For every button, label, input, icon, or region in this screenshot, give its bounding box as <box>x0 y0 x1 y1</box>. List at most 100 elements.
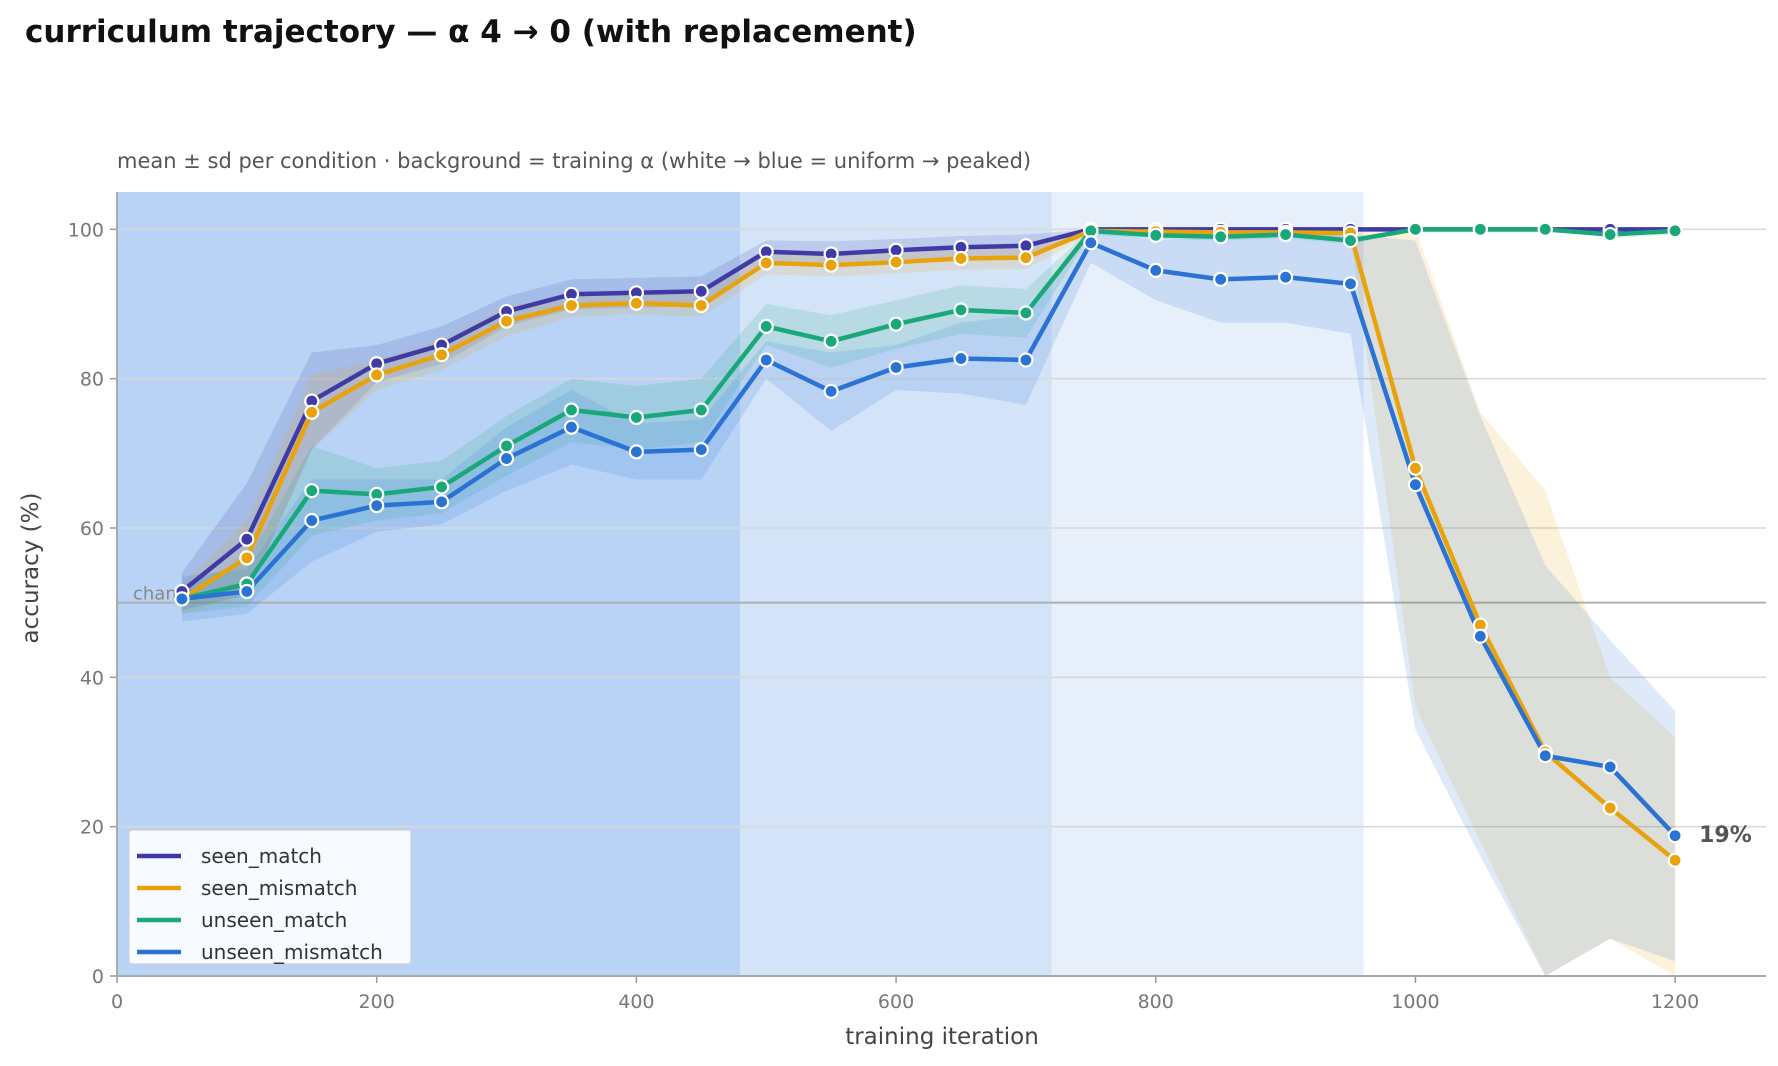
data-point-unseen_mismatch-750 <box>1083 235 1099 251</box>
series-line-seen_mismatch <box>179 228 1678 863</box>
annotations: 19% <box>1699 823 1752 848</box>
data-point-unseen_mismatch-350 <box>563 419 580 435</box>
data-point-unseen_match-650 <box>953 302 969 318</box>
data-point-unseen_mismatch-950 <box>1342 276 1359 292</box>
data-point-unseen_match-250 <box>434 479 450 495</box>
series-lines <box>179 227 1678 863</box>
data-point-unseen_match-400 <box>628 409 644 426</box>
data-point-seen_mismatch-150 <box>304 404 320 420</box>
legend-label-seen_mismatch: seen_mismatch <box>201 876 357 900</box>
data-point-unseen_mismatch-300 <box>498 450 515 467</box>
data-point-unseen_match-1100 <box>1537 221 1553 237</box>
y-tick-label-40: 40 <box>80 667 104 689</box>
y-tick-label-20: 20 <box>80 817 104 839</box>
legend-label-seen_match: seen_match <box>201 844 322 868</box>
x-tick-label-1200: 1200 <box>1651 991 1699 1013</box>
data-point-unseen_match-1150 <box>1602 226 1618 243</box>
sd-ribbon-unseen_mismatch <box>181 229 1676 977</box>
data-point-unseen_mismatch-1150 <box>1602 759 1618 775</box>
data-point-unseen_mismatch-600 <box>888 359 904 376</box>
data-point-unseen_match-450 <box>693 402 709 418</box>
data-point-unseen_mismatch-50 <box>174 591 190 607</box>
y-tick-label-100: 100 <box>68 219 104 241</box>
data-point-unseen_mismatch-500 <box>758 352 774 368</box>
y-axis-label: accuracy (%) <box>18 493 44 644</box>
end-value-annotation: 19% <box>1699 823 1752 848</box>
data-point-unseen_mismatch-400 <box>628 444 644 460</box>
data-point-unseen_match-700 <box>1018 305 1034 321</box>
data-point-unseen_mismatch-1100 <box>1537 748 1553 764</box>
x-tick-label-200: 200 <box>359 991 395 1013</box>
legend-box <box>128 829 412 965</box>
data-point-seen_mismatch-400 <box>628 295 644 311</box>
data-point-unseen_match-300 <box>498 438 515 454</box>
y-tick-label-80: 80 <box>80 369 104 391</box>
data-point-unseen_mismatch-650 <box>953 350 969 367</box>
data-point-seen_mismatch-1200 <box>1667 852 1683 868</box>
data-point-unseen_mismatch-450 <box>693 442 709 458</box>
data-point-unseen_match-600 <box>888 316 904 332</box>
data-point-seen_mismatch-500 <box>758 255 774 271</box>
background-band-2 <box>1051 192 1364 976</box>
x-axis-label: training iteration <box>845 1024 1039 1050</box>
x-tick-label-1000: 1000 <box>1391 991 1439 1013</box>
data-point-unseen_match-350 <box>563 402 580 418</box>
data-point-unseen_mismatch-800 <box>1148 262 1164 278</box>
y-tick-label-60: 60 <box>80 518 104 540</box>
data-point-unseen_match-850 <box>1213 229 1229 245</box>
x-tick-label-0: 0 <box>111 991 123 1013</box>
data-point-unseen_mismatch-200 <box>369 498 385 514</box>
data-point-seen_match-450 <box>693 283 709 299</box>
x-tick-label-800: 800 <box>1138 991 1174 1013</box>
data-point-seen_mismatch-1150 <box>1602 800 1618 816</box>
data-point-unseen_mismatch-1050 <box>1472 628 1488 644</box>
data-point-seen_mismatch-200 <box>369 367 385 383</box>
background-band-3 <box>1363 192 1766 976</box>
data-point-unseen_mismatch-1000 <box>1407 477 1424 493</box>
series-line-unseen_mismatch <box>179 240 1678 838</box>
data-point-unseen_match-500 <box>758 318 774 334</box>
data-point-unseen_mismatch-550 <box>823 383 839 399</box>
data-point-unseen_match-550 <box>823 333 839 349</box>
data-point-unseen_mismatch-1200 <box>1667 828 1683 844</box>
data-point-unseen_match-1000 <box>1407 221 1424 237</box>
data-point-seen_mismatch-450 <box>693 297 709 314</box>
data-point-seen_mismatch-650 <box>953 250 969 267</box>
data-point-unseen_mismatch-850 <box>1213 271 1229 287</box>
data-point-seen_mismatch-600 <box>888 254 904 270</box>
data-point-seen_mismatch-300 <box>498 313 515 329</box>
data-point-unseen_match-950 <box>1342 232 1359 249</box>
data-point-unseen_mismatch-900 <box>1277 269 1294 285</box>
data-point-unseen_match-900 <box>1277 226 1294 243</box>
data-point-seen_mismatch-550 <box>823 257 839 273</box>
data-point-unseen_match-150 <box>304 483 320 499</box>
data-point-seen_mismatch-1000 <box>1407 460 1424 476</box>
sd-ribbon-unseen_match <box>181 229 1676 614</box>
data-point-seen_mismatch-700 <box>1018 250 1034 266</box>
sd-ribbons <box>181 229 1676 977</box>
data-point-seen_match-100 <box>239 531 255 547</box>
sd-ribbon-seen_mismatch <box>181 229 1676 977</box>
data-point-unseen_mismatch-700 <box>1018 352 1034 368</box>
chart-subtitle: mean ± sd per condition · background = t… <box>117 149 1031 173</box>
data-point-seen_mismatch-350 <box>563 297 580 314</box>
chart-title: curriculum trajectory — α 4 → 0 (with re… <box>25 14 917 50</box>
data-point-unseen_match-1200 <box>1667 223 1683 239</box>
data-point-seen_mismatch-100 <box>239 550 255 566</box>
data-point-unseen_mismatch-250 <box>434 494 450 510</box>
series-points <box>174 221 1683 868</box>
data-point-seen_mismatch-250 <box>434 347 450 363</box>
alpha-background-bands <box>117 192 1766 976</box>
y-tick-label-0: 0 <box>92 966 104 988</box>
data-point-unseen_match-1050 <box>1472 221 1488 237</box>
data-point-unseen_match-800 <box>1148 227 1164 243</box>
legend: seen_match seen_mismatch unseen_matchunsee… <box>128 829 412 965</box>
legend-label-unseen_mismatch: unseen_mismatch <box>201 940 383 964</box>
series-line-unseen_match <box>179 227 1678 602</box>
legend-label-unseen_match: unseen_match <box>201 908 347 932</box>
x-tick-label-600: 600 <box>878 991 914 1013</box>
data-point-unseen_mismatch-150 <box>304 512 320 529</box>
x-tick-label-400: 400 <box>618 991 654 1013</box>
